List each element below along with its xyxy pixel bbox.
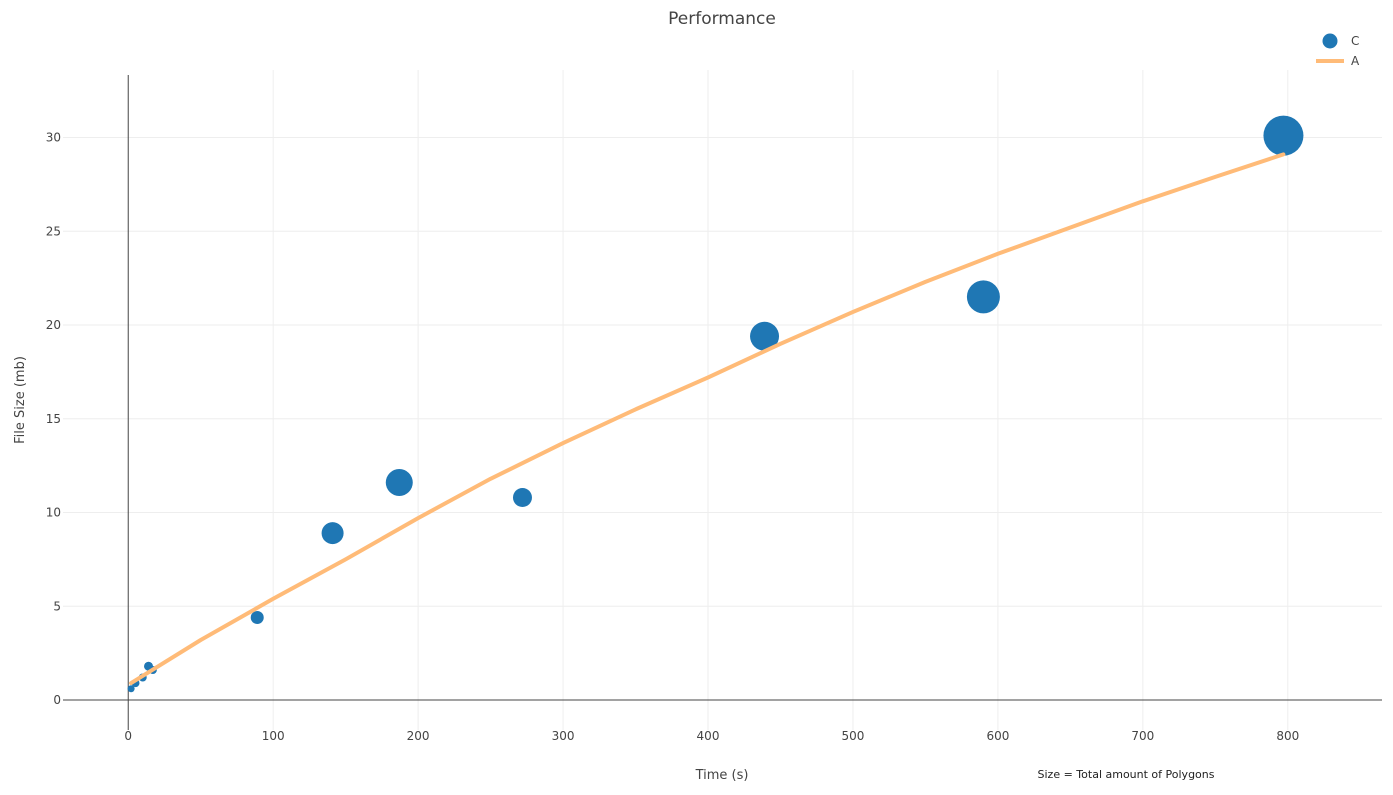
data-point-c <box>127 685 135 693</box>
y-tick-label: 5 <box>53 599 61 613</box>
y-axis-title: File Size (mb) <box>13 356 28 444</box>
x-tick-label: 0 <box>124 729 132 743</box>
x-tick-label: 300 <box>552 729 575 743</box>
data-point-c <box>250 611 264 624</box>
data-point-c <box>385 469 413 496</box>
chart-title: Performance <box>668 9 776 29</box>
y-tick-label: 30 <box>46 131 61 145</box>
series-line-a <box>129 152 1286 686</box>
x-tick-label: 200 <box>407 729 430 743</box>
data-point-c <box>1263 115 1304 156</box>
x-axis-title: Time (s) <box>695 768 749 783</box>
data-point-c <box>512 488 532 507</box>
y-tick-label: 0 <box>53 693 61 707</box>
tick-labels: 0 100 200 300 400 500 600 700 800 0 5 10 15 20 25 30 <box>46 131 1300 744</box>
y-tick-label: 10 <box>46 506 61 520</box>
legend[interactable]: C A <box>1316 33 1360 69</box>
y-tick-label: 25 <box>46 224 61 238</box>
data-point-c <box>321 522 344 545</box>
legend-label-a: A <box>1351 54 1360 68</box>
x-tick-label: 100 <box>262 729 285 743</box>
data-point-c <box>966 280 1000 314</box>
x-tick-label: 700 <box>1131 729 1154 743</box>
x-tick-label: 600 <box>986 729 1009 743</box>
x-tick-label: 400 <box>697 729 720 743</box>
y-tick-label: 20 <box>46 318 61 332</box>
grid-layer <box>63 70 1382 730</box>
legend-marker-c <box>1322 33 1338 49</box>
x-tick-label: 500 <box>841 729 864 743</box>
legend-label-c: C <box>1351 34 1359 48</box>
plot-area <box>127 115 1304 693</box>
data-point-c <box>750 321 780 351</box>
legend-item-a[interactable]: A <box>1316 54 1360 68</box>
legend-item-c[interactable]: C <box>1322 33 1360 49</box>
x-tick-label: 800 <box>1276 729 1299 743</box>
axis-layer <box>63 75 1382 730</box>
size-annotation: Size = Total amount of Polygons <box>1038 768 1215 781</box>
y-tick-label: 15 <box>46 412 61 426</box>
